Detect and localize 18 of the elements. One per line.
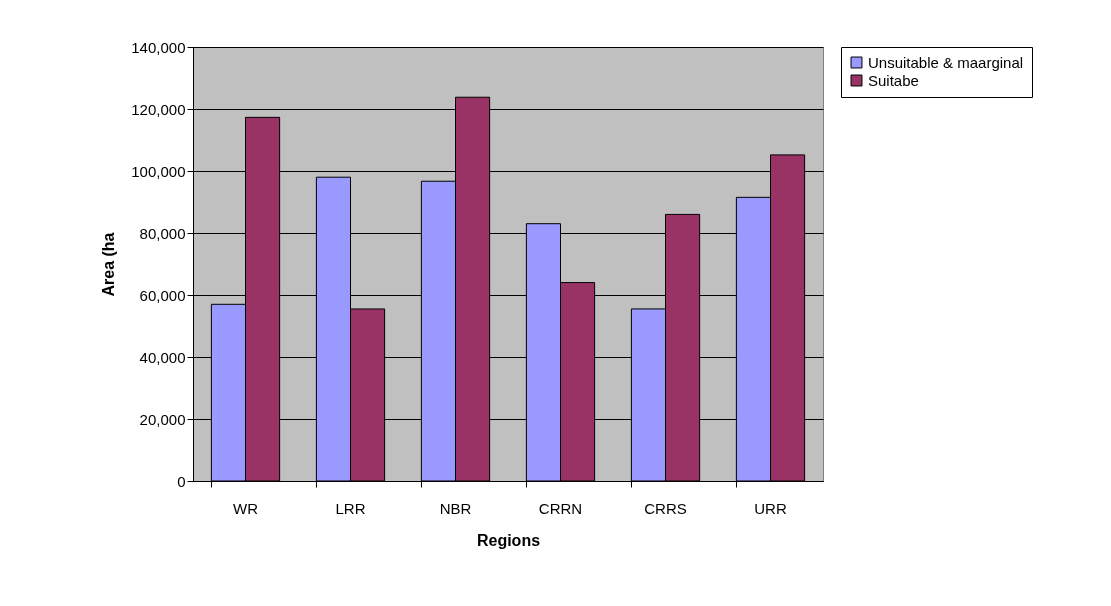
y-tick-label: 60,000 xyxy=(139,286,186,304)
x-tick-label: LRR xyxy=(335,499,366,517)
x-tick-label: NBR xyxy=(439,499,472,517)
y-tick-label: 40,000 xyxy=(139,348,186,366)
y-tick-label: 140,000 xyxy=(131,38,186,56)
y-axis-title: Area (ha xyxy=(100,232,118,297)
x-tick-label: URR xyxy=(754,499,787,517)
y-tick-label: 80,000 xyxy=(139,224,186,242)
x-tick-label: CRRN xyxy=(538,499,583,517)
y-tick-label: 100,000 xyxy=(131,162,186,180)
legend-label: Suitabe xyxy=(868,71,919,89)
x-tick-label: WR xyxy=(233,499,259,517)
x-tick-label: CRRS xyxy=(644,499,687,517)
x-axis-title: Regions xyxy=(476,531,541,549)
y-tick-label: 120,000 xyxy=(131,100,186,118)
y-tick-label: 20,000 xyxy=(139,410,186,428)
y-tick-label: 0 xyxy=(177,472,186,490)
legend-label: Unsuitable & maarginal xyxy=(868,53,1024,71)
